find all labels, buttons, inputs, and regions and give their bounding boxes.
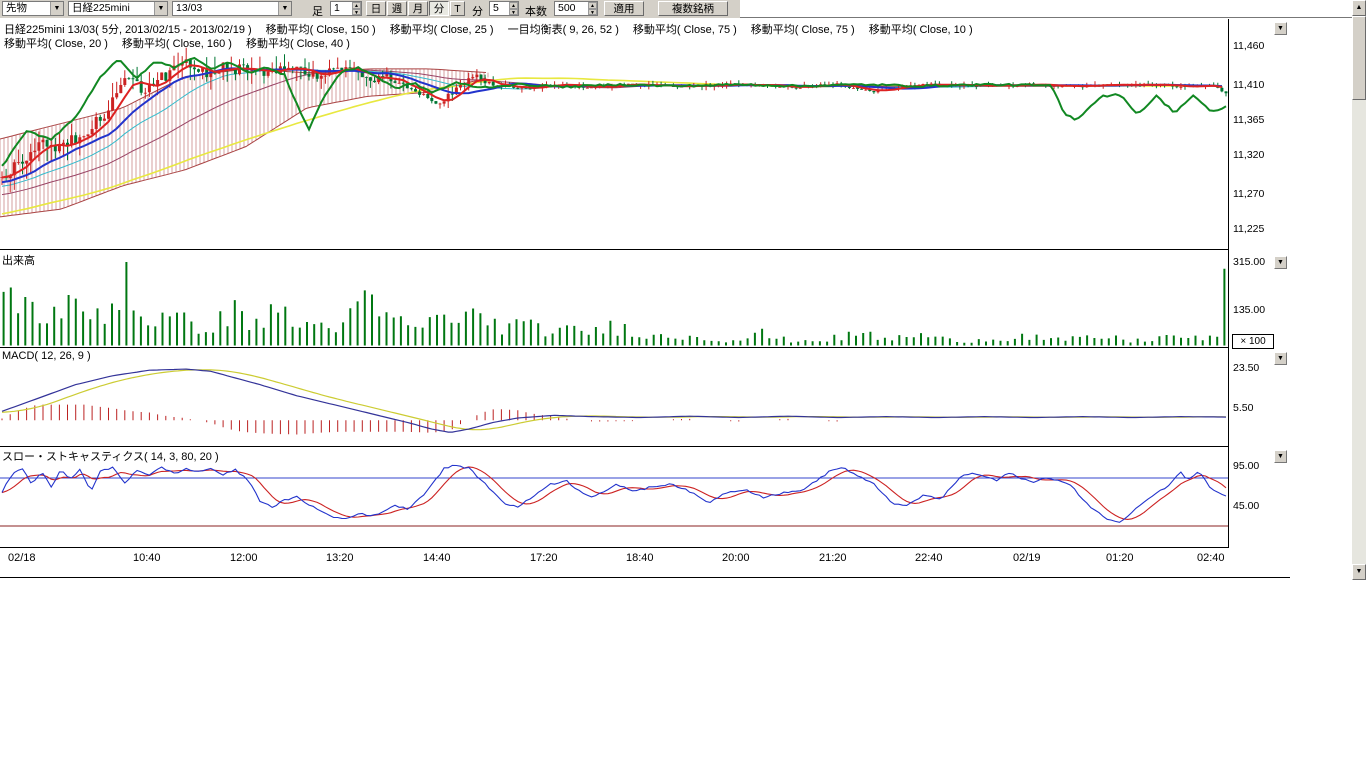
spinner-down-icon[interactable]: ▼ xyxy=(509,9,518,16)
contract-month-combobox[interactable]: 13/03 ▼ xyxy=(172,1,292,16)
macd-panel-title: MACD( 12, 26, 9 ) xyxy=(2,350,91,362)
period-week-button[interactable]: 週 xyxy=(387,1,407,16)
legend-item: 移動平均( Close, 20 ) xyxy=(4,35,108,51)
scrollbar-thumb[interactable] xyxy=(1352,16,1366,100)
volume-panel-title: 出来高 xyxy=(2,252,35,268)
period-minute-button[interactable]: 分 xyxy=(429,1,449,16)
bar-count-label: 本数 xyxy=(525,3,547,19)
stochastics-panel-title: スロー・ストキャスティクス( 14, 3, 80, 20 ) xyxy=(2,448,219,464)
scroll-up-icon[interactable]: ▲ xyxy=(1352,0,1366,16)
macd-axis-label: 5.50 xyxy=(1233,402,1273,414)
vertical-scrollbar[interactable]: ▲ ▼ xyxy=(1352,0,1366,580)
stochastics-axis-label: 95.00 xyxy=(1233,460,1273,472)
x-axis-label: 22:40 xyxy=(915,552,943,564)
x-axis-label: 13:20 xyxy=(326,552,354,564)
period-month-button[interactable]: 月 xyxy=(408,1,428,16)
legend-item: 移動平均( Close, 25 ) xyxy=(390,21,494,37)
price-axis-label: 11,225 xyxy=(1233,223,1273,235)
spinner-down-icon[interactable]: ▼ xyxy=(352,9,361,16)
volume-multiplier-badge: × 100 xyxy=(1232,334,1274,349)
legend-item: 移動平均( Close, 75 ) xyxy=(751,21,855,37)
x-axis-label: 02/19 xyxy=(1013,552,1041,564)
legend-item: 一目均衡表( 9, 26, 52 ) xyxy=(508,21,619,37)
symbol-combobox[interactable]: 日経225mini ▼ xyxy=(68,1,168,16)
period-day-button[interactable]: 日 xyxy=(366,1,386,16)
period-tick-button[interactable]: T xyxy=(450,1,465,16)
legend-item: 移動平均( Close, 10 ) xyxy=(869,21,973,37)
chart-svg xyxy=(0,0,1366,768)
trading-app-window: 先物 ▼ 日経225mini ▼ 13/03 ▼ 足 1 ▲ ▼ 日 週 月 分… xyxy=(0,0,1366,768)
x-axis-label: 14:40 xyxy=(423,552,451,564)
price-axis-label: 11,365 xyxy=(1233,114,1273,126)
volume-panel-dropdown-arrow-icon[interactable]: ▼ xyxy=(1274,256,1287,269)
x-axis-label: 21:20 xyxy=(819,552,847,564)
x-axis-label: 01:20 xyxy=(1106,552,1134,564)
bar-type-label: 足 xyxy=(312,3,323,19)
x-axis-label: 20:00 xyxy=(722,552,750,564)
x-axis-label: 18:40 xyxy=(626,552,654,564)
symbol-combobox-value: 日経225mini xyxy=(69,2,167,15)
x-axis-label: 17:20 xyxy=(530,552,558,564)
combo-arrow-icon[interactable]: ▼ xyxy=(50,2,63,15)
x-axis-label: 12:00 xyxy=(230,552,258,564)
scroll-down-icon[interactable]: ▼ xyxy=(1352,564,1366,580)
macd-panel-dropdown-arrow-icon[interactable]: ▼ xyxy=(1274,352,1287,365)
legend-item: 移動平均( Close, 40 ) xyxy=(246,35,350,51)
volume-axis-label: 135.00 xyxy=(1233,304,1273,316)
minute-stepper[interactable]: 5 ▲ ▼ xyxy=(489,1,519,16)
price-axis-label: 11,460 xyxy=(1233,40,1273,52)
price-axis-label: 11,320 xyxy=(1233,149,1273,161)
price-panel-dropdown-arrow-icon[interactable]: ▼ xyxy=(1274,22,1287,35)
bar-count-stepper[interactable]: 500 ▲ ▼ xyxy=(554,1,598,16)
chart-frame xyxy=(0,19,1290,578)
x-axis-label: 02/18 xyxy=(8,552,36,564)
multi-symbol-button[interactable]: 複数銘柄 xyxy=(658,1,728,16)
combo-arrow-icon[interactable]: ▼ xyxy=(278,2,291,15)
apply-button[interactable]: 適用 xyxy=(604,1,644,16)
legend-item: 移動平均( Close, 160 ) xyxy=(122,35,232,51)
combo-arrow-icon[interactable]: ▼ xyxy=(154,2,167,15)
stochastics-panel-dropdown-arrow-icon[interactable]: ▼ xyxy=(1274,450,1287,463)
volume-axis-label: 315.00 xyxy=(1233,256,1273,268)
bar-interval-stepper[interactable]: 1 ▲ ▼ xyxy=(330,1,362,16)
macd-axis-label: 23.50 xyxy=(1233,362,1273,374)
stochastics-axis-label: 45.00 xyxy=(1233,500,1273,512)
contract-month-combobox-value: 13/03 xyxy=(173,2,291,15)
price-axis-label: 11,270 xyxy=(1233,188,1273,200)
legend-item: 移動平均( Close, 75 ) xyxy=(633,21,737,37)
price-axis-label: 11,410 xyxy=(1233,79,1273,91)
x-axis-label: 10:40 xyxy=(133,552,161,564)
minute-label: 分 xyxy=(472,3,483,19)
x-axis-label: 02:40 xyxy=(1197,552,1225,564)
toolbar: 先物 ▼ 日経225mini ▼ 13/03 ▼ 足 1 ▲ ▼ 日 週 月 分… xyxy=(0,0,1352,18)
market-combobox[interactable]: 先物 ▼ xyxy=(2,1,64,16)
indicator-legend-row2: 移動平均( Close, 20 ) 移動平均( Close, 160 ) 移動平… xyxy=(4,35,350,51)
spinner-down-icon[interactable]: ▼ xyxy=(588,9,597,16)
